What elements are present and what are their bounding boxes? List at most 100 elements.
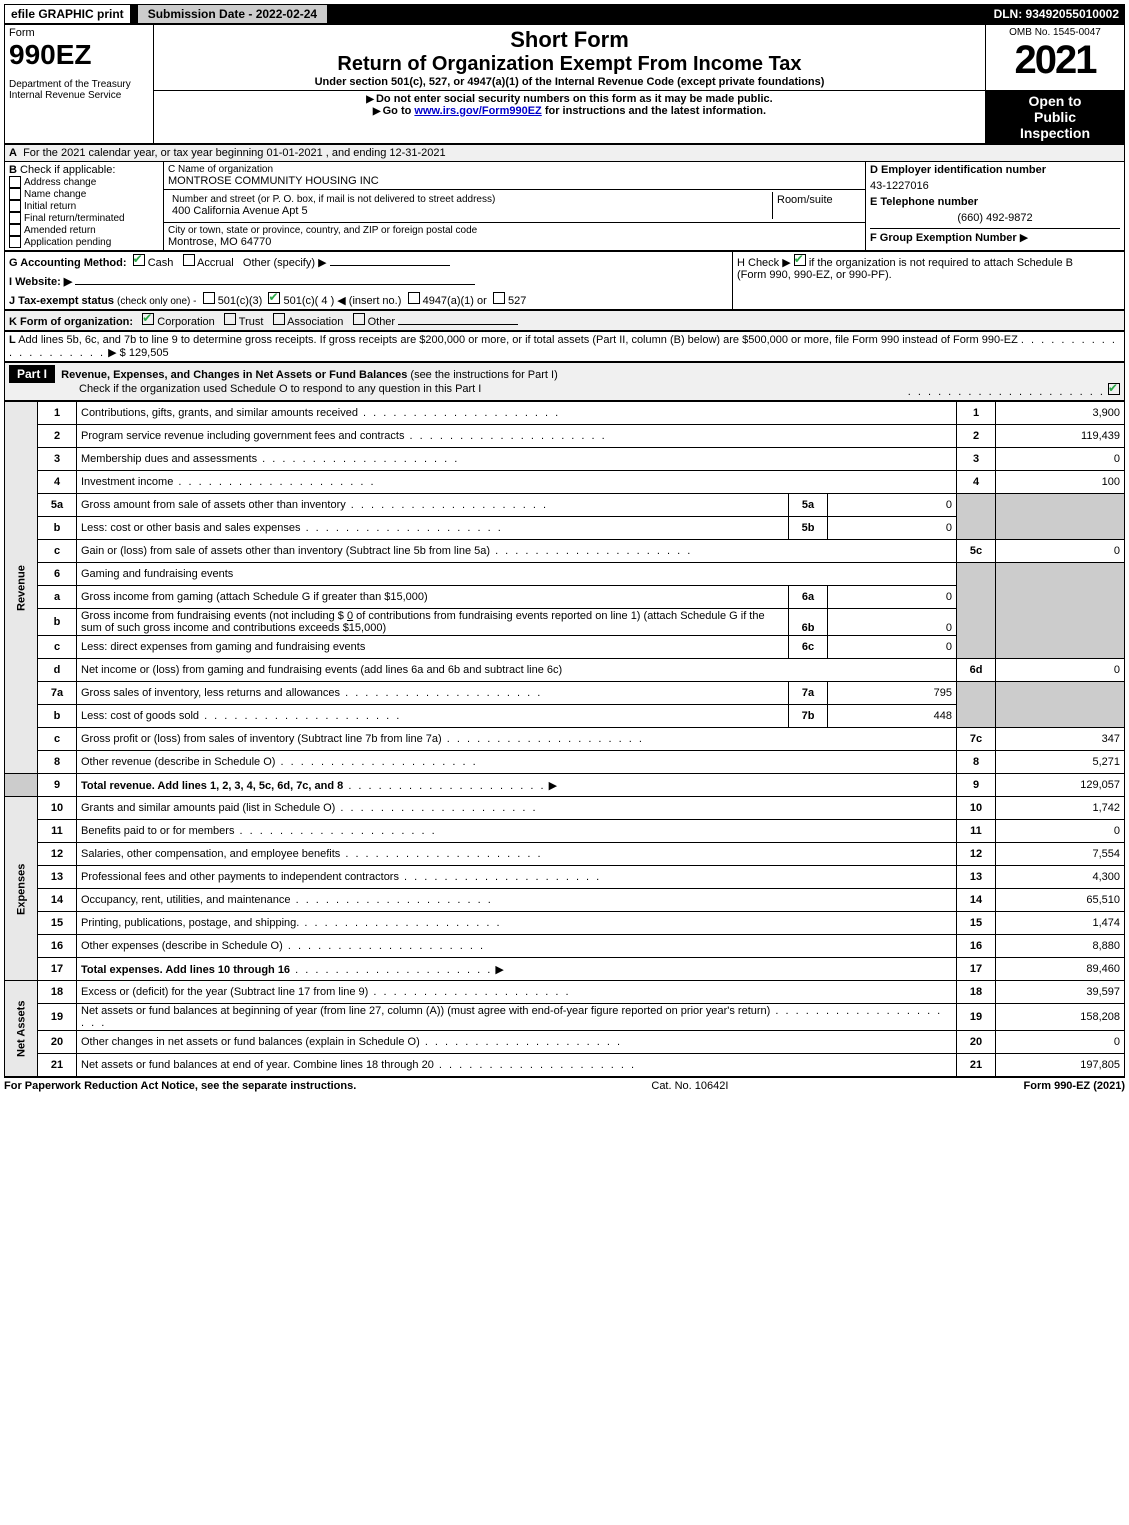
checkbox-address-change[interactable]: [9, 176, 21, 188]
website-label: I Website: ▶: [9, 276, 72, 288]
check-if-applicable: Check if applicable:: [20, 164, 115, 176]
shaded-cell: [996, 494, 1125, 540]
checkbox-accrual[interactable]: [183, 254, 195, 266]
checkbox-schedule-b-not-required[interactable]: [794, 254, 806, 266]
arrow-icon: [373, 105, 383, 117]
line-5b-num: b: [38, 517, 77, 540]
opt-501c: 501(c)( 4 ) ◀ (insert no.): [284, 295, 402, 307]
gross-receipts-value: $ 129,505: [120, 347, 169, 359]
other-specify-label: Other (specify) ▶: [243, 257, 327, 269]
part-1-instr: (see the instructions for Part I): [410, 369, 557, 381]
line-21-num: 21: [38, 1054, 77, 1077]
line-18-val: 39,597: [996, 981, 1125, 1004]
short-form-title: Short Form: [158, 27, 981, 53]
checkbox-corporation[interactable]: [142, 313, 154, 325]
line-11-val: 0: [996, 820, 1125, 843]
amended-return-label: Amended return: [24, 225, 96, 236]
section-a-label: A: [9, 147, 17, 159]
section-b-label: B: [9, 164, 17, 176]
line-12-val: 7,554: [996, 843, 1125, 866]
check-only-one: (check only one) -: [117, 296, 196, 307]
line-12-desc: Salaries, other compensation, and employ…: [81, 848, 340, 860]
part-1-label: Part I: [9, 365, 55, 383]
room-suite-label: Room/suite: [773, 192, 862, 219]
form-version-label: Form 990-EZ (2021): [1024, 1080, 1125, 1092]
shaded-cell: [957, 682, 996, 728]
line-3-rnum: 3: [957, 448, 996, 471]
leader-dots: [301, 522, 503, 534]
section-k: K Form of organization: Corporation Trus…: [4, 310, 1125, 331]
line-1-desc: Contributions, gifts, grants, and simila…: [81, 407, 358, 419]
line-5a-subval: 0: [828, 494, 957, 517]
leader-dots: [908, 386, 1105, 398]
line-13-val: 4,300: [996, 866, 1125, 889]
leader-dots: [299, 917, 501, 929]
paperwork-notice: For Paperwork Reduction Act Notice, see …: [4, 1080, 356, 1092]
website-line: [75, 284, 475, 285]
org-name-label: C Name of organization: [168, 164, 861, 175]
city-label: City or town, state or province, country…: [168, 225, 861, 236]
other-specify-line: [330, 265, 450, 266]
checkbox-501c[interactable]: [268, 292, 280, 304]
line-7a-num: 7a: [38, 682, 77, 705]
leader-dots: [340, 848, 542, 860]
efile-label: efile GRAPHIC print: [11, 7, 124, 21]
checkbox-association[interactable]: [273, 313, 285, 325]
checkbox-trust[interactable]: [224, 313, 236, 325]
checkbox-cash[interactable]: [133, 254, 145, 266]
line-6c-num: c: [38, 636, 77, 659]
group-exemption-label: F Group Exemption Number: [870, 232, 1017, 244]
goto-suffix: for instructions and the latest informat…: [542, 105, 766, 117]
line-9-desc: Total revenue. Add lines 1, 2, 3, 4, 5c,…: [81, 780, 343, 792]
line-4-num: 4: [38, 471, 77, 494]
line-15-desc: Printing, publications, postage, and shi…: [81, 917, 299, 929]
line-7a-sub: 7a: [789, 682, 828, 705]
line-10-rnum: 10: [957, 797, 996, 820]
irs-link[interactable]: www.irs.gov/Form990EZ: [414, 105, 541, 117]
line-3-desc: Membership dues and assessments: [81, 453, 257, 465]
line-10-desc: Grants and similar amounts paid (list in…: [81, 802, 335, 814]
line-19-rnum: 19: [957, 1004, 996, 1031]
line-6a-desc: Gross income from gaming (attach Schedul…: [77, 586, 789, 609]
line-20-val: 0: [996, 1031, 1125, 1054]
leader-dots: [173, 476, 375, 488]
association-label: Association: [287, 316, 343, 328]
checkbox-name-change[interactable]: [9, 188, 21, 200]
line-7c-num: c: [38, 728, 77, 751]
line-5a-sub: 5a: [789, 494, 828, 517]
street-value: 400 California Avenue Apt 5: [172, 205, 768, 217]
checkbox-schedule-o-used[interactable]: [1108, 383, 1120, 395]
leader-dots: [346, 499, 548, 511]
leader-dots: [257, 453, 459, 465]
section-h-line2: (Form 990, 990-EZ, or 990-PF).: [737, 269, 892, 281]
checkbox-final-return[interactable]: [9, 212, 21, 224]
leader-dots: [420, 1036, 622, 1048]
line-14-val: 65,510: [996, 889, 1125, 912]
open-to: Open to: [990, 93, 1120, 109]
corporation-label: Corporation: [157, 316, 214, 328]
checkbox-527[interactable]: [493, 292, 505, 304]
checkbox-other-org[interactable]: [353, 313, 365, 325]
line-5a-num: 5a: [38, 494, 77, 517]
line-14-desc: Occupancy, rent, utilities, and maintena…: [81, 894, 291, 906]
checkbox-501c3[interactable]: [203, 292, 215, 304]
line-12-num: 12: [38, 843, 77, 866]
checkbox-4947[interactable]: [408, 292, 420, 304]
inspection: Inspection: [990, 125, 1120, 141]
accounting-method-label: G Accounting Method:: [9, 257, 127, 269]
checkbox-initial-return[interactable]: [9, 200, 21, 212]
opt-501c3: 501(c)(3): [218, 295, 263, 307]
line-6a-sub: 6a: [789, 586, 828, 609]
telephone-value: (660) 492-9872: [870, 208, 1120, 228]
public: Public: [990, 109, 1120, 125]
checkbox-application-pending[interactable]: [9, 236, 21, 248]
section-l-label: L: [9, 334, 16, 346]
checkbox-amended-return[interactable]: [9, 224, 21, 236]
line-1-val: 3,900: [996, 402, 1125, 425]
open-public-inspection: Open to Public Inspection: [986, 91, 1125, 144]
other-org-line: [398, 324, 518, 325]
cash-label: Cash: [148, 257, 174, 269]
section-a: A For the 2021 calendar year, or tax yea…: [4, 144, 1125, 251]
line-6c-sub: 6c: [789, 636, 828, 659]
line-20-num: 20: [38, 1031, 77, 1054]
